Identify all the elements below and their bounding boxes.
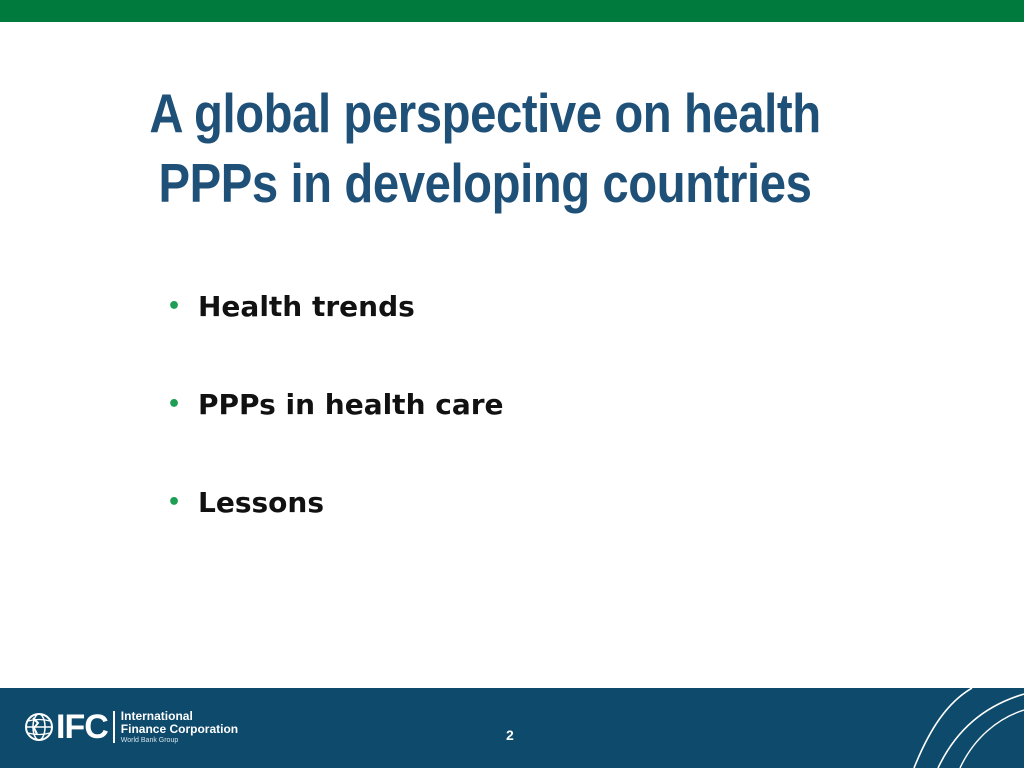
globe-icon (25, 713, 53, 741)
bullet-item-lessons: • Lessons (165, 478, 504, 576)
logo-text: International Finance Corporation World … (120, 708, 239, 745)
ifc-logo: IFC International Finance Corporation Wo… (24, 709, 238, 745)
bullet-item-ppps-in-health-care: • PPPs in health care (165, 380, 504, 478)
title-line-1: A global perspective on health (149, 82, 821, 144)
ifc-wordmark: IFC (56, 708, 109, 746)
logo-line-international: International (120, 708, 193, 723)
bullet-text: Lessons (198, 486, 324, 519)
bullet-list: • Health trends • PPPs in health care • … (165, 282, 504, 576)
page-number: 2 (506, 727, 514, 743)
bullet-item-health-trends: • Health trends (165, 282, 504, 380)
logo-divider (112, 711, 115, 743)
slide-title: A global perspective on health PPPs in d… (120, 78, 851, 218)
top-accent-bar (0, 0, 1024, 22)
title-line-2: PPPs in developing countries (158, 152, 812, 214)
bullet-dot-icon: • (167, 392, 182, 417)
bullet-text: Health trends (198, 290, 415, 323)
logo-line-finance-corporation: Finance Corporation (120, 721, 239, 736)
bullet-text: PPPs in health care (198, 388, 504, 421)
bullet-dot-icon: • (167, 490, 182, 515)
bullet-dot-icon: • (167, 294, 182, 319)
footer-bar: IFC International Finance Corporation Wo… (0, 688, 1024, 768)
logo-line-world-bank-group: World Bank Group (120, 736, 179, 744)
swoosh-lines-icon (913, 688, 1024, 768)
